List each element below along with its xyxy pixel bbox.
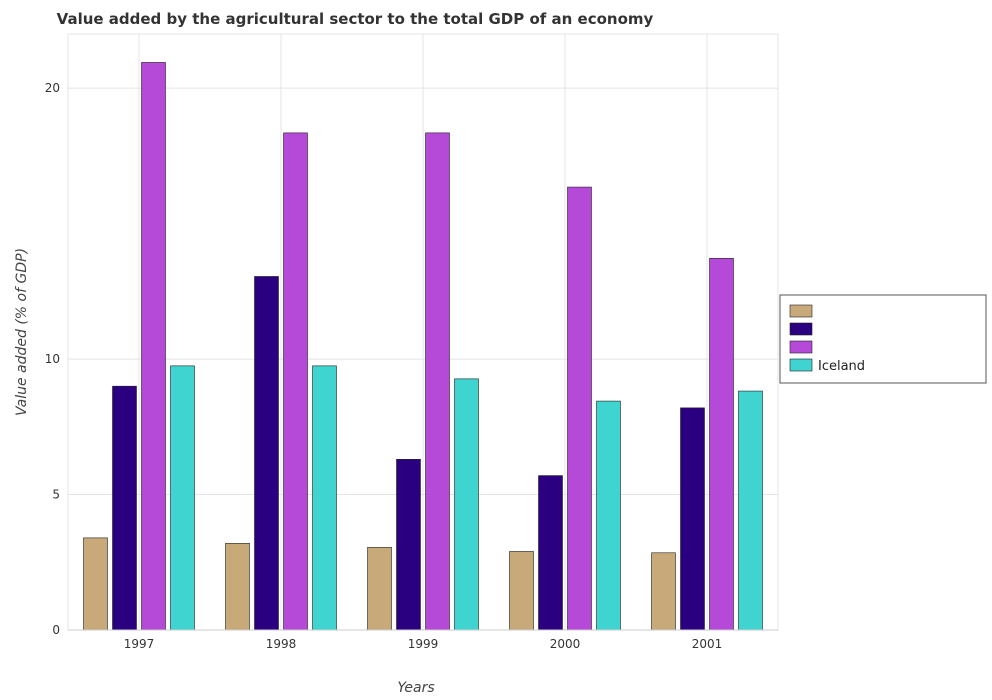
bar-2001-s2 [709, 258, 734, 631]
legend-box [779, 294, 987, 384]
legend-label: Iceland [818, 359, 865, 374]
chart-title: Value added by the agricultural sector t… [57, 10, 654, 28]
y-tick-label: 5 [52, 488, 60, 502]
legend-swatch [789, 358, 813, 372]
bar-1999-s3 [454, 378, 479, 631]
legend-swatch [789, 340, 813, 354]
x-tick-label: 1997 [124, 637, 155, 651]
x-tick-label: 1999 [408, 637, 439, 651]
legend-swatch [789, 322, 813, 336]
x-tick-label: 2001 [692, 637, 723, 651]
legend: Iceland [779, 294, 987, 384]
x-tick-label: 2000 [550, 637, 581, 651]
bar-1999-s0 [367, 547, 392, 631]
bar-1998-s3 [312, 365, 337, 631]
bar-2001-s0 [651, 552, 676, 631]
y-tick-label: 20 [45, 81, 60, 95]
bar-1999-s1 [396, 459, 421, 631]
bar-2001-s1 [680, 407, 705, 631]
axes: 0 5 10 20 1997 1998 1999 2000 2001 [45, 81, 778, 651]
bar-2000-s0 [509, 551, 534, 631]
legend-swatch [789, 304, 813, 318]
bar-2000-s3 [596, 400, 621, 631]
y-tick-label: 10 [45, 352, 60, 366]
bar-1999-s2 [425, 132, 450, 631]
bars [83, 62, 763, 631]
bar-1997-s3 [170, 365, 195, 631]
bar-1998-s0 [225, 543, 250, 631]
bar-2001-s3 [738, 390, 763, 631]
x-tick-label: 1998 [266, 637, 297, 651]
bar-1998-s1 [254, 276, 279, 631]
bar-2000-s1 [538, 475, 563, 631]
y-axis-label: Value added (% of GDP) [14, 248, 30, 416]
bar-2000-s2 [567, 186, 592, 631]
x-axis-label: Years [397, 680, 434, 696]
bar-1997-s2 [141, 62, 166, 631]
y-tick-label: 0 [52, 623, 60, 637]
bar-1998-s2 [283, 132, 308, 631]
bar-1997-s0 [83, 537, 108, 631]
bar-1997-s1 [112, 385, 137, 631]
